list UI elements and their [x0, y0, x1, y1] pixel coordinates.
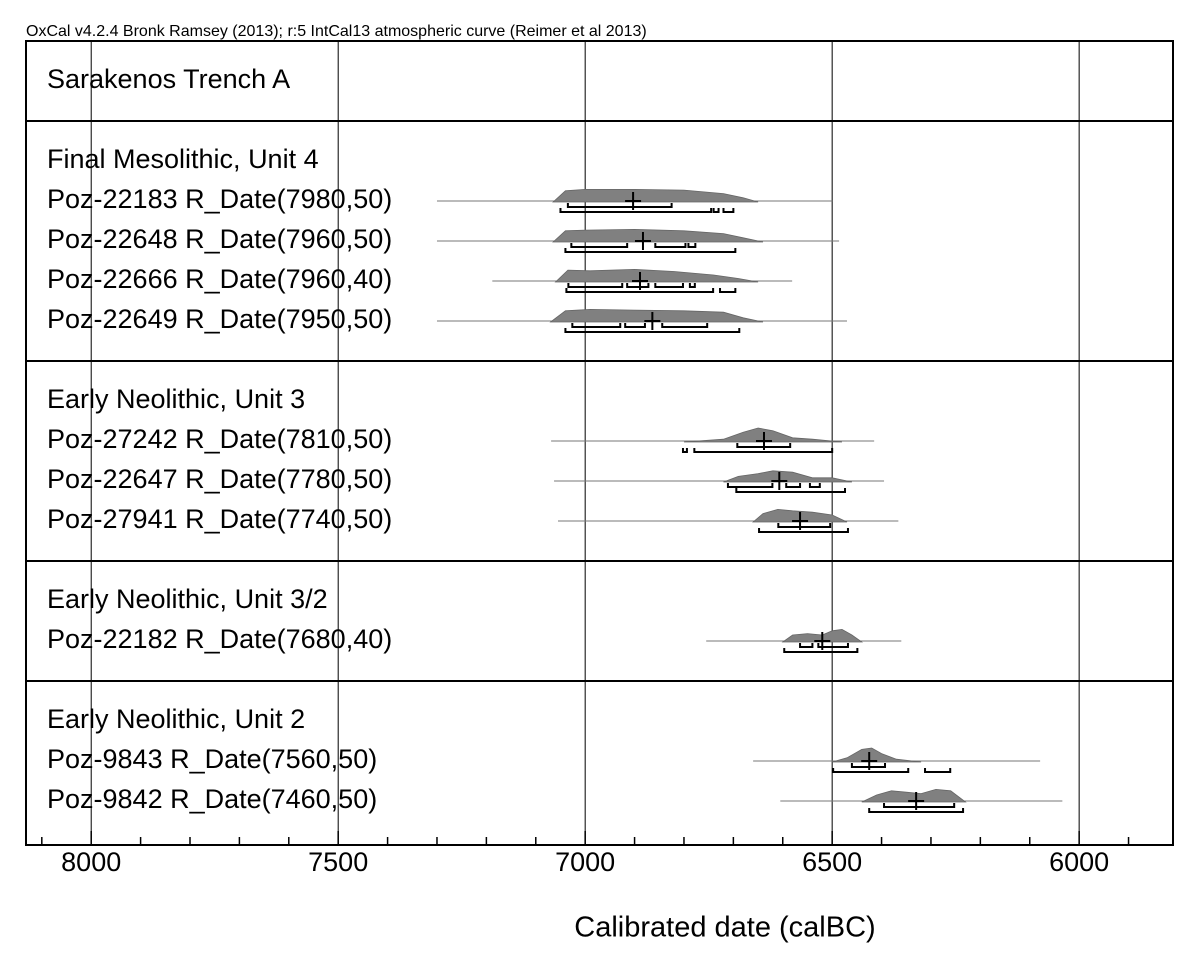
- range-68: [654, 243, 687, 248]
- date-label: Poz-9842 R_Date(7460,50): [47, 784, 377, 814]
- range-95: [735, 488, 847, 493]
- range-95: [693, 448, 834, 453]
- mean-cross: [792, 512, 809, 530]
- range-68: [817, 643, 849, 648]
- range-68: [566, 203, 673, 208]
- chart-title: Sarakenos Trench A: [47, 64, 290, 94]
- range-68: [808, 483, 821, 488]
- group-label: Early Neolithic, Unit 3: [47, 384, 305, 414]
- range-68: [624, 323, 646, 328]
- range-68: [570, 243, 629, 248]
- distribution: [832, 747, 922, 763]
- mean-cross: [632, 272, 649, 290]
- range-95: [758, 528, 849, 533]
- range-95: [712, 208, 720, 213]
- range-95: [722, 208, 735, 213]
- date-label: Poz-22649 R_Date(7950,50): [47, 304, 392, 334]
- group-label: Early Neolithic, Unit 3/2: [47, 584, 328, 614]
- range-68: [726, 483, 774, 488]
- range-95: [681, 448, 688, 453]
- range-95: [559, 208, 713, 213]
- mean-cross: [908, 792, 925, 810]
- header: OxCal v4.2.4 Bronk Ramsey (2013); r:5 In…: [26, 23, 647, 40]
- range-68: [799, 643, 814, 648]
- range-68: [883, 803, 956, 808]
- date-label: Poz-22648 R_Date(7960,50): [47, 224, 392, 254]
- date-label: Poz-22182 R_Date(7680,40): [47, 624, 392, 654]
- group-label: Final Mesolithic, Unit 4: [47, 144, 319, 174]
- plot-frame: [25, 40, 1174, 846]
- mean-cross: [755, 432, 772, 450]
- range-68: [571, 323, 622, 328]
- mean-cross: [625, 192, 642, 210]
- range-95: [924, 768, 952, 773]
- mean-cross: [771, 472, 788, 490]
- range-68: [687, 243, 697, 248]
- distribution: [552, 189, 759, 203]
- date-label: Poz-22647 R_Date(7780,50): [47, 464, 392, 494]
- group-label: Early Neolithic, Unit 2: [47, 704, 305, 734]
- range-68: [661, 323, 709, 328]
- mean-cross: [644, 312, 661, 330]
- range-95: [868, 808, 965, 813]
- date-label: Poz-27242 R_Date(7810,50): [47, 424, 392, 454]
- range-68: [785, 483, 802, 488]
- date-label: Poz-22183 R_Date(7980,50): [47, 184, 392, 214]
- date-label: Poz-22666 R_Date(7960,40): [47, 264, 392, 294]
- x-tick-label: 8000: [61, 847, 121, 877]
- range-95: [565, 288, 715, 293]
- range-95: [832, 768, 910, 773]
- range-95: [564, 328, 741, 333]
- range-68: [777, 523, 832, 528]
- mean-cross: [814, 632, 831, 650]
- range-68: [626, 283, 650, 288]
- distribution: [554, 268, 759, 283]
- x-axis-label: Calibrated date (calBC): [574, 912, 875, 944]
- x-tick-label: 7500: [308, 847, 368, 877]
- date-label: Poz-27941 R_Date(7740,50): [47, 504, 392, 534]
- mean-cross: [634, 232, 651, 250]
- distribution: [549, 308, 764, 323]
- distribution: [861, 788, 967, 803]
- range-95: [564, 248, 737, 253]
- date-label: Poz-9843 R_Date(7560,50): [47, 744, 377, 774]
- range-95: [719, 288, 737, 293]
- distribution: [723, 470, 852, 483]
- distribution: [552, 228, 764, 243]
- range-68: [567, 283, 624, 288]
- x-tick-label: 6500: [802, 847, 862, 877]
- x-tick-label: 7000: [555, 847, 615, 877]
- mean-cross: [861, 752, 878, 770]
- range-68: [654, 283, 684, 288]
- range-68: [688, 283, 696, 288]
- range-95: [783, 648, 859, 653]
- x-tick-label: 6000: [1049, 847, 1109, 877]
